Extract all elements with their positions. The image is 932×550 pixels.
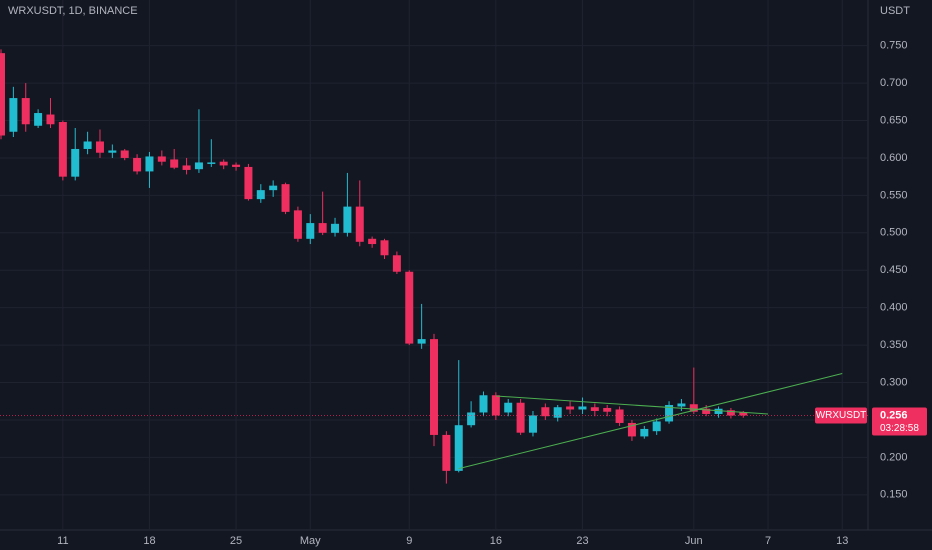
- candle-body: [405, 271, 414, 344]
- x-tick-label: 23: [576, 535, 588, 547]
- candle-body: [528, 415, 537, 433]
- candle-body: [232, 164, 241, 167]
- candle-body: [9, 98, 18, 132]
- candle-body: [368, 238, 377, 245]
- candle-body: [627, 422, 636, 437]
- candle-body: [652, 421, 661, 432]
- y-tick-label: 0.400: [880, 302, 908, 314]
- candle-body: [0, 53, 5, 136]
- candle-body: [269, 185, 278, 191]
- candle-body: [157, 156, 166, 162]
- candle-body: [120, 150, 129, 158]
- candle-body: [343, 206, 352, 233]
- y-tick-label: 0.150: [880, 489, 908, 501]
- candle-body: [454, 425, 463, 471]
- candle-body: [392, 255, 401, 272]
- chart-title: WRXUSDT, 1D, BINANCE: [8, 5, 138, 17]
- y-axis-label: USDT: [880, 5, 910, 17]
- candle-body: [578, 406, 587, 410]
- candle-body: [640, 428, 649, 437]
- y-tick-label: 0.650: [880, 114, 908, 126]
- candle-body: [293, 210, 302, 239]
- candle-body: [516, 402, 525, 433]
- candle-body: [34, 113, 43, 126]
- y-tick-label: 0.500: [880, 227, 908, 239]
- candle-body: [702, 408, 711, 414]
- candle-body: [739, 412, 748, 416]
- candle-body: [244, 166, 253, 200]
- y-tick-label: 0.700: [880, 77, 908, 89]
- candle-body: [281, 184, 290, 212]
- grid: [0, 0, 868, 530]
- candle-body: [417, 339, 426, 344]
- candle-body: [665, 404, 674, 422]
- marks: [0, 49, 868, 484]
- x-tick-label: 18: [143, 535, 155, 547]
- countdown-label: 03:28:58: [880, 423, 919, 434]
- candle-body: [83, 141, 92, 149]
- candle-body: [442, 434, 451, 471]
- symbol-box: [815, 407, 867, 424]
- y-tick-label: 0.450: [880, 264, 908, 276]
- candle-body: [355, 206, 364, 242]
- price-box: [872, 407, 927, 436]
- candle-body: [603, 407, 612, 412]
- x-tick-label: 13: [836, 535, 848, 547]
- candle-body: [207, 162, 216, 164]
- y-tick-label: 0.750: [880, 40, 908, 52]
- last-price-label: 0.256: [880, 409, 908, 421]
- y-tick-label: 0.300: [880, 376, 908, 388]
- candle-body: [306, 223, 315, 239]
- candle-body: [380, 240, 389, 256]
- x-tick-label: 7: [765, 535, 771, 547]
- candle-body: [590, 407, 599, 411]
- y-tick-label: 0.350: [880, 339, 908, 351]
- candle-body: [541, 407, 550, 417]
- x-tick-label: May: [300, 535, 321, 547]
- y-tick-label: 0.550: [880, 189, 908, 201]
- candle-body: [133, 157, 142, 172]
- candle-body: [467, 412, 476, 426]
- candle-body: [219, 161, 228, 166]
- symbol-label: WRXUSDT: [816, 410, 867, 421]
- candle-body: [182, 165, 191, 170]
- candle-body: [714, 408, 723, 414]
- candle-body: [566, 406, 575, 410]
- candle-body: [677, 403, 686, 407]
- candle-body: [170, 159, 179, 168]
- y-tick-label: 0.200: [880, 451, 908, 463]
- candle-body: [430, 339, 438, 435]
- x-tick-label: 25: [230, 535, 242, 547]
- candle-body: [491, 395, 500, 416]
- candle-body: [256, 190, 265, 200]
- candle-body: [145, 156, 154, 172]
- candle-body: [726, 410, 735, 416]
- candle-body: [689, 404, 698, 412]
- trendline: [458, 373, 843, 470]
- candle-body: [194, 162, 203, 170]
- x-tick-label: 9: [406, 535, 412, 547]
- x-tick-label: Jun: [685, 535, 703, 547]
- candle-body: [331, 223, 340, 233]
- y-tick-label: 0.600: [880, 152, 908, 164]
- candle-body: [615, 409, 624, 423]
- candle-body: [479, 395, 488, 413]
- x-tick-label: 11: [57, 535, 68, 547]
- candle-body: [21, 98, 30, 125]
- trendline: [495, 395, 769, 415]
- candle-body: [108, 150, 117, 153]
- labels: 0.1500.2000.2500.3000.3500.4000.4500.500…: [57, 40, 927, 547]
- candle-body: [553, 407, 562, 418]
- candle-body: [504, 402, 513, 413]
- candle-body: [95, 141, 104, 153]
- candle-body: [46, 114, 55, 125]
- candle-body: [318, 223, 327, 233]
- candle-body: [71, 148, 80, 177]
- candle-body: [58, 122, 67, 177]
- x-tick-label: 16: [490, 535, 502, 547]
